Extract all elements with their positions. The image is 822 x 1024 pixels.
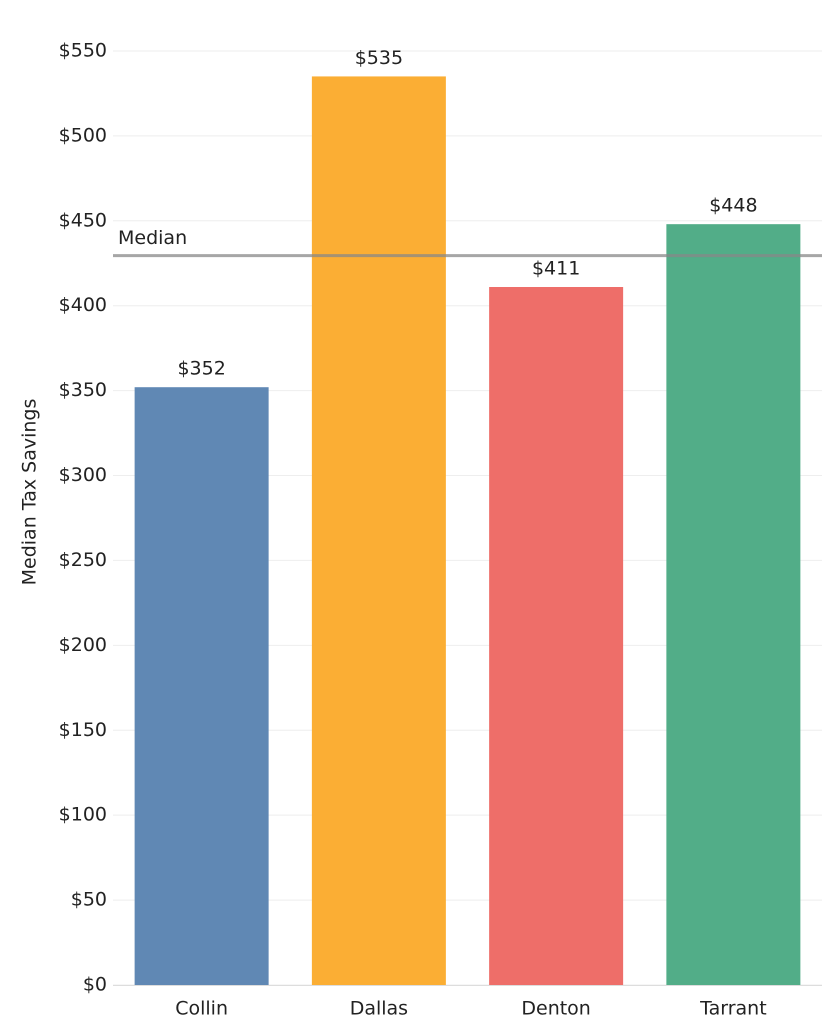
x-tick-label: Dallas [350,998,408,1020]
y-tick-label: $150 [59,719,107,741]
value-label: $448 [709,195,757,217]
value-label: $352 [177,358,225,380]
y-tick-label: $350 [59,379,107,401]
y-tick-label: $200 [59,634,107,656]
y-axis-label: Median Tax Savings [19,399,41,586]
y-tick-label: $400 [59,294,107,316]
reference-label: Median [118,227,187,249]
bar [489,287,624,985]
x-tick-label: Tarrant [699,998,767,1020]
bar [666,224,801,985]
y-tick-label: $300 [59,464,107,486]
bar [134,387,269,985]
x-tick-label: Denton [521,998,590,1020]
y-tick-label: $500 [59,124,107,146]
value-label: $411 [532,258,580,280]
y-tick-label: $50 [71,889,107,911]
value-label: $535 [355,47,403,69]
y-tick-label: $0 [83,974,107,996]
x-tick-label: Collin [175,998,228,1020]
bar [311,76,446,985]
y-tick-label: $450 [59,209,107,231]
y-tick-label: $100 [59,804,107,826]
y-tick-label: $550 [59,39,107,61]
y-tick-label: $250 [59,549,107,571]
